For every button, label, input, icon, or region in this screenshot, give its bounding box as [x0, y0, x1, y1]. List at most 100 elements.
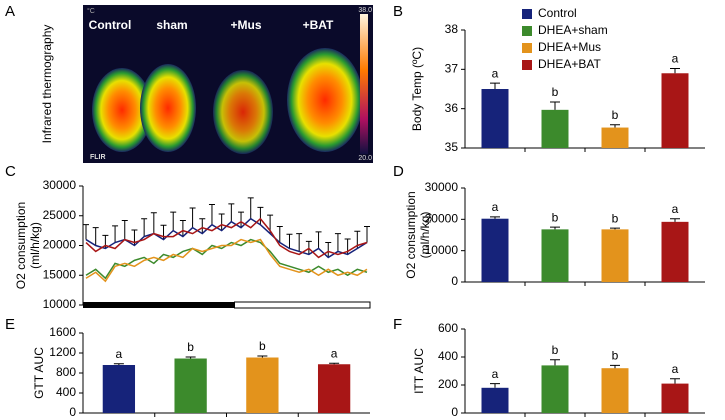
series-line — [85, 217, 368, 259]
legend-label: DHEA+BAT — [538, 57, 601, 71]
bar — [246, 357, 279, 413]
error-bar — [141, 218, 148, 237]
y-axis-label: ITT AUC — [412, 348, 426, 394]
scale-unit: °C — [87, 7, 95, 15]
significance-label: a — [672, 202, 679, 216]
significance-label: a — [672, 52, 679, 66]
error-bar — [113, 363, 124, 365]
error-bar — [490, 82, 500, 89]
y-tick-label: 1200 — [49, 345, 76, 359]
error-bar — [286, 233, 293, 249]
group-label: +BAT — [303, 18, 334, 32]
significance-label: b — [187, 340, 194, 354]
significance-label: b — [552, 210, 559, 224]
error-bar — [550, 359, 560, 366]
error-bar — [257, 206, 264, 225]
y-axis-label: (ml/h/kg) — [28, 222, 42, 269]
y-axis-label: Body Temp (ºC) — [410, 47, 424, 131]
y-tick-label: 37 — [445, 62, 459, 76]
legend-label: Control — [538, 6, 577, 20]
significance-label: b — [552, 85, 559, 99]
y-tick-label: 0 — [69, 405, 76, 419]
error-bar — [112, 225, 119, 243]
bar — [601, 127, 629, 148]
y-axis-label: GTT AUC — [32, 347, 46, 399]
error-bar — [490, 216, 500, 219]
significance-label: a — [116, 347, 123, 361]
legend-swatch — [522, 26, 532, 36]
y-tick-label: 10000 — [425, 243, 459, 257]
error-bar — [334, 233, 341, 252]
significance-label: a — [492, 367, 499, 381]
y-tick-label: 20000 — [425, 212, 459, 226]
y-tick-label: 400 — [438, 349, 458, 363]
y-tick-label: 400 — [56, 385, 76, 399]
group-label: sham — [156, 18, 187, 32]
error-bar — [550, 101, 560, 110]
legend-label: DHEA+Mus — [538, 40, 601, 54]
dark-phase-bar — [83, 302, 235, 308]
y-tick-label: 30000 — [425, 180, 459, 194]
y-tick-label: 38 — [445, 22, 459, 36]
error-bar — [610, 227, 620, 230]
y-tick-label: 15000 — [43, 267, 77, 281]
error-bar — [276, 225, 283, 243]
error-bar — [238, 211, 245, 228]
bar — [541, 109, 569, 148]
error-bar — [199, 218, 206, 234]
error-bar — [670, 68, 680, 74]
bar — [541, 229, 569, 282]
panel-letter: C — [5, 163, 16, 180]
brand: FLIR — [90, 154, 106, 161]
error-bar — [170, 211, 177, 231]
bar — [317, 364, 351, 413]
error-bar — [364, 225, 370, 243]
bar — [481, 218, 509, 282]
significance-label: b — [612, 211, 619, 225]
error-bar — [189, 207, 196, 228]
error-bar — [610, 364, 620, 369]
y-tick-label: 0 — [451, 274, 458, 288]
error-bar — [92, 227, 99, 246]
error-bar — [150, 212, 157, 234]
panel-letter: F — [393, 316, 402, 333]
error-bar — [121, 220, 128, 240]
significance-label: b — [552, 343, 559, 357]
bar — [481, 89, 509, 148]
error-bar — [670, 218, 680, 222]
bar — [661, 221, 689, 282]
y-tick-label: 600 — [438, 321, 458, 335]
panel-letter: B — [393, 3, 403, 20]
bar — [661, 383, 689, 413]
y-tick-label: 30000 — [43, 178, 77, 192]
y-tick-label: 0 — [451, 405, 458, 419]
legend-swatch — [522, 43, 532, 53]
error-bar — [218, 213, 225, 231]
scale-max: 38.0 — [358, 7, 372, 14]
significance-label: a — [492, 66, 499, 80]
y-tick-label: 800 — [56, 365, 76, 379]
thermography-image — [83, 5, 373, 163]
bar — [174, 358, 207, 413]
panel-letter: D — [393, 163, 404, 180]
y-axis-label: (ml/h/kg) — [418, 212, 432, 259]
error-bar — [83, 224, 89, 240]
bar — [541, 365, 569, 413]
error-bar — [329, 362, 340, 365]
y-tick-label: 25000 — [43, 208, 77, 222]
error-bar — [296, 233, 303, 252]
series-line — [85, 238, 368, 283]
y-tick-label: 35 — [445, 140, 459, 154]
error-bar — [550, 226, 560, 230]
error-bar — [490, 383, 500, 388]
light-phase-bar — [234, 301, 371, 309]
panel-letter: E — [5, 316, 15, 333]
group-label: +Mus — [230, 18, 261, 32]
error-bar — [179, 220, 186, 237]
bar — [661, 73, 689, 148]
significance-label: a — [492, 200, 499, 214]
significance-label: a — [672, 362, 679, 376]
y-tick-label: 200 — [438, 377, 458, 391]
significance-label: b — [612, 349, 619, 363]
